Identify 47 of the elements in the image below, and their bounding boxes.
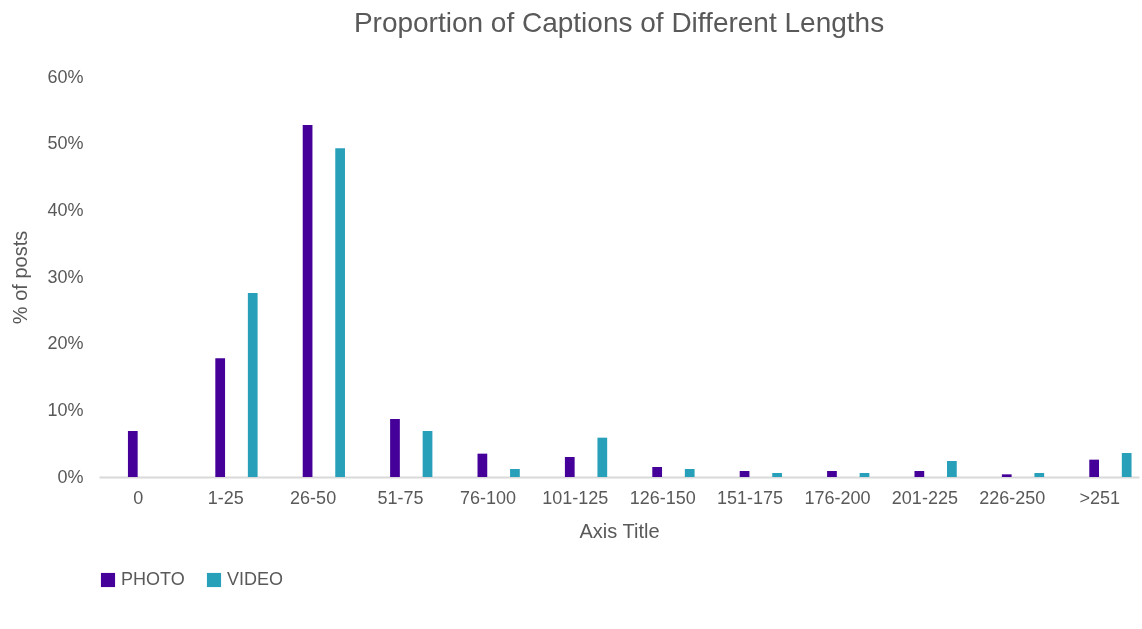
bar [597,437,608,477]
bar [1001,474,1012,477]
bar [510,469,520,477]
x-axis-title: Axis Title [579,519,660,542]
y-tick-label: 60% [47,66,84,87]
bar [859,473,870,477]
bar [215,358,226,477]
bar [684,469,695,477]
x-tick-label: 26-50 [290,487,337,508]
bar [1089,459,1100,477]
x-tick-label: >251 [1079,487,1120,508]
bar [1121,453,1132,477]
y-tick-label: 30% [47,266,84,287]
legend-label: VIDEO [227,569,284,589]
bar [390,419,400,477]
y-tick-label: 40% [47,199,84,220]
x-tick-label: 151-175 [717,487,784,508]
bar [335,148,345,477]
y-tick-label: 50% [47,133,84,154]
bar [247,293,258,477]
bar [772,473,782,477]
legend-label: PHOTO [121,569,185,589]
bar [564,457,575,477]
x-tick-label: 201-225 [891,487,958,508]
x-tick-label: 1-25 [207,487,244,508]
bar [1034,473,1045,477]
x-tick-label: 226-250 [979,487,1046,508]
bar [477,453,488,477]
bar [914,471,925,477]
x-tick-label: 126-150 [629,487,696,508]
bar [947,461,957,477]
bar [302,125,313,477]
y-axis-title: % of posts [9,230,32,325]
chart-title: Proportion of Captions of Different Lengths [353,7,885,38]
x-tick-label: 51-75 [377,487,424,508]
bar [127,431,138,477]
x-tick-label: 101-125 [542,487,609,508]
x-tick-label: 176-200 [804,487,871,508]
x-tick-label: 76-100 [459,487,516,508]
x-tick-label: 0 [133,487,144,508]
bar [739,471,750,477]
bar [827,471,837,477]
y-tick-label: 20% [47,333,84,354]
bar [652,467,663,477]
y-tick-label: 10% [47,399,84,420]
bar [422,431,433,477]
y-tick-label: 0% [57,466,84,487]
